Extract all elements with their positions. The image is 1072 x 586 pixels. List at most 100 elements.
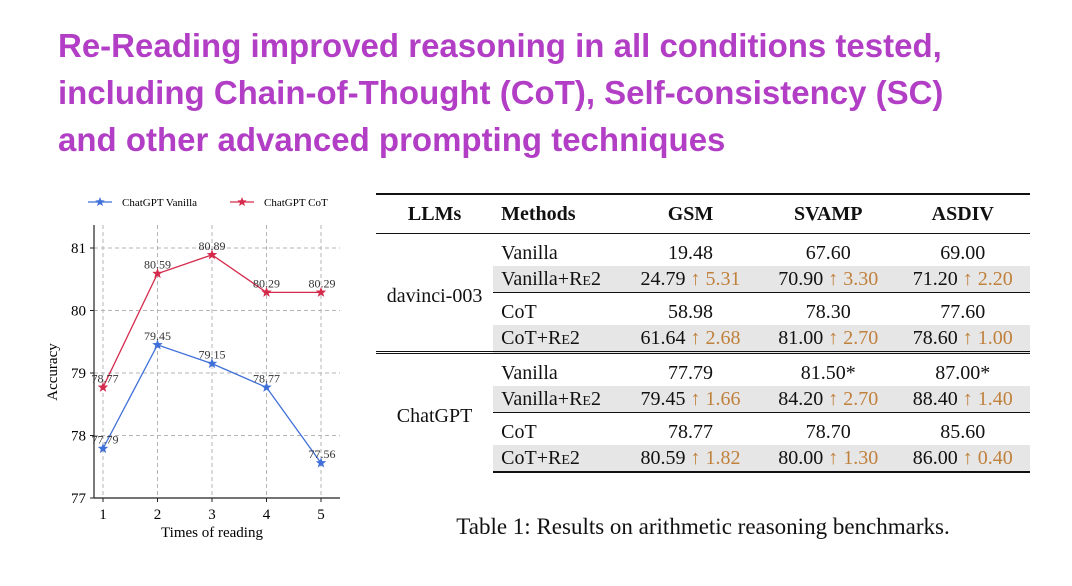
y-tick-label: 78: [71, 429, 86, 445]
y-tick-label: 79: [71, 366, 86, 382]
table-row: Vanilla+Re2 79.45 ↑ 1.66 84.20 ↑ 2.70 88.40…: [376, 386, 1030, 413]
table-row: davinci-003 Vanilla 19.48 67.60 69.00: [376, 234, 1031, 307]
asdiv-value: 78.60: [912, 327, 958, 349]
data-point: [206, 249, 218, 260]
data-point: [315, 286, 327, 297]
header-asdiv: ASDIV: [895, 193, 1030, 234]
gsm-cell: 78.77: [619, 412, 762, 445]
svamp-value: 81.50*: [800, 362, 856, 384]
method-cell: CoT: [493, 412, 620, 445]
data-label: 80.29: [309, 276, 336, 290]
table-body: davinci-003 Vanilla 19.48 67.60 69.00 Vanilla…: [376, 234, 1030, 473]
asdiv-value: 85.60: [940, 421, 986, 443]
data-label: 77.56: [309, 447, 336, 461]
gsm-cell: 79.45 ↑ 1.66: [619, 386, 762, 413]
chart-axes: 77 78 79 80 81 1 2 3 4 5: [71, 225, 340, 523]
svamp-value: 70.90: [778, 268, 824, 290]
chart-legend: ChatGPT Vanilla ChatGPT CoT: [88, 197, 328, 209]
chart-grid: [94, 225, 340, 498]
table-row: CoT 78.77 78.70 85.60: [376, 412, 1030, 445]
asdiv-value: 77.60: [940, 301, 986, 323]
svamp-cell: 80.00 ↑ 1.30: [761, 445, 896, 473]
gsm-delta: ↑ 2.68: [690, 327, 741, 349]
svamp-value: 67.60: [805, 242, 851, 264]
svamp-cell: 84.20 ↑ 2.70: [761, 386, 896, 413]
gsm-value: 19.48: [668, 242, 714, 264]
svamp-delta: ↑ 1.30: [828, 447, 879, 469]
gsm-value: 61.64: [640, 327, 686, 349]
svamp-value: 78.70: [805, 421, 851, 443]
header-svamp: SVAMP: [761, 193, 896, 234]
svamp-delta: ↑ 3.30: [828, 268, 879, 290]
gsm-value: 80.59: [640, 447, 686, 469]
gsm-value: 58.98: [668, 301, 714, 323]
gsm-cell: 77.79: [619, 351, 762, 386]
headline-line-1: Re-Reading improved reasoning in all con…: [58, 27, 942, 64]
data-label: 79.45: [144, 329, 171, 343]
data-label: 78.77: [92, 371, 119, 385]
x-tick-label: 1: [99, 507, 107, 523]
data-point: [261, 381, 272, 392]
gsm-cell: 61.64 ↑ 2.68: [619, 325, 762, 353]
method-cell: CoT+Re2: [493, 325, 620, 353]
data-point: [206, 358, 218, 369]
data-label: 78.77: [253, 371, 280, 385]
asdiv-cell: 78.60 ↑ 1.00: [895, 325, 1030, 353]
svamp-value: 81.00: [778, 327, 824, 349]
gsm-delta: ↑ 1.82: [690, 447, 741, 469]
x-tick-label: 3: [208, 507, 216, 523]
gsm-value: 77.79: [668, 362, 714, 384]
header-gsm: GSM: [619, 193, 762, 234]
y-tick-label: 77: [71, 491, 87, 507]
gsm-value: 78.77: [668, 421, 714, 443]
headline: Re-Reading improved reasoning in all con…: [58, 22, 1048, 163]
table-header-row: LLMs Methods GSM SVAMP ASDIV: [376, 193, 1030, 234]
svamp-cell: 70.90 ↑ 3.30: [761, 266, 896, 293]
llm-name: davinci-003: [386, 284, 483, 307]
legend-label: ChatGPT Vanilla: [122, 197, 197, 209]
svamp-delta: ↑ 2.70: [828, 327, 879, 349]
method-re2: Re2: [569, 388, 601, 410]
method-base: Vanilla+: [501, 388, 570, 410]
asdiv-cell: 85.60: [895, 412, 1030, 445]
asdiv-delta: ↑ 2.20: [962, 268, 1013, 290]
x-tick-label: 5: [317, 507, 325, 523]
data-point: [97, 381, 109, 392]
asdiv-value: 88.40: [912, 388, 958, 410]
gsm-cell: 24.79 ↑ 5.31: [619, 266, 762, 293]
data-label: 80.89: [199, 239, 226, 253]
table-row: CoT+Re2 80.59 ↑ 1.82 80.00 ↑ 1.30 86.00 ↑ 0…: [376, 445, 1030, 473]
method-re2: Re2: [547, 447, 580, 469]
y-tick-label: 80: [71, 304, 86, 320]
x-tick-label: 4: [263, 507, 271, 523]
method-cell: Vanilla+Re2: [493, 266, 620, 293]
asdiv-cell: 69.00: [896, 234, 1031, 267]
asdiv-cell: 77.60: [895, 292, 1030, 325]
y-axis-label: Accuracy: [45, 343, 61, 401]
headline-line-2: including Chain-of-Thought (CoT), Self-c…: [58, 74, 944, 111]
gsm-delta: ↑ 1.66: [690, 388, 741, 410]
header-methods: Methods: [493, 193, 620, 234]
gsm-delta: ↑ 5.31: [690, 268, 741, 290]
asdiv-cell: 87.00*: [895, 351, 1030, 386]
svamp-cell: 81.50*: [761, 351, 896, 386]
header-llms: LLMs: [376, 193, 494, 234]
asdiv-delta: ↑ 0.40: [962, 447, 1013, 469]
x-tick-label: 2: [154, 507, 162, 523]
llm-name: ChatGPT: [376, 351, 494, 472]
method-base: Vanilla+: [501, 268, 570, 290]
method-cell: Vanilla: [501, 242, 558, 264]
data-label: 80.59: [144, 258, 171, 272]
data-point: [315, 457, 327, 468]
method-base: CoT+: [501, 327, 548, 349]
asdiv-value: 71.20: [912, 268, 958, 290]
table-caption: Table 1: Results on arithmetic reasoning…: [456, 514, 950, 539]
data-point: [152, 339, 163, 350]
method-base: CoT+: [501, 447, 548, 469]
asdiv-value: 87.00*: [935, 362, 991, 384]
gsm-cell: 58.98: [619, 292, 762, 325]
method-cell: CoT+Re2: [493, 445, 620, 473]
table-row: CoT+Re2 61.64 ↑ 2.68 81.00 ↑ 2.70 78.60 ↑ 1…: [376, 325, 1030, 353]
data-point: [261, 286, 272, 297]
method-cell: Vanilla+Re2: [493, 386, 620, 413]
